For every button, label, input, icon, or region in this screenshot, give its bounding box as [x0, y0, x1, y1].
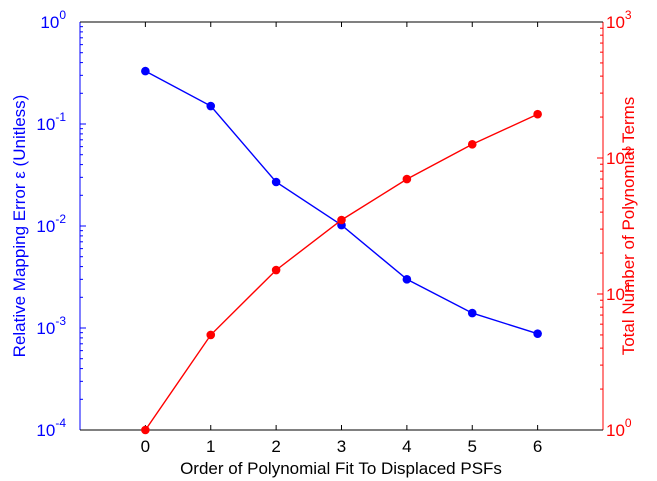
right-y-axis: 100 101 102 103: [597, 8, 632, 440]
series-0-point: [206, 101, 216, 111]
series-0-point: [467, 308, 477, 318]
x-axis: 0 1 2 3 4 5 6: [80, 21, 603, 456]
series-1-point: [206, 330, 216, 340]
series-0-point: [141, 66, 150, 76]
left-tick-label: 10-1: [36, 110, 66, 134]
left-tick-label: 10-3: [36, 314, 66, 338]
x-tick-label: 4: [402, 437, 411, 456]
right-y-axis-title: Total Number of Polynomial Terms: [619, 97, 638, 356]
left-tick-label: 10-2: [36, 212, 66, 236]
series-1-point: [337, 215, 346, 225]
left-y-axis: 10-4 10-3 10-2 10-1 100: [36, 8, 86, 440]
right-tick-label: 101: [606, 280, 632, 304]
x-tick-label: 3: [337, 437, 346, 456]
series-1-point: [271, 265, 281, 275]
right-tick-label: 100: [606, 416, 632, 440]
series-layer: [141, 66, 542, 435]
series-0-point: [533, 329, 542, 338]
series-1-point: [467, 140, 477, 149]
x-tick-label: 6: [533, 437, 542, 456]
series-1-point: [533, 109, 542, 119]
x-tick-label: 2: [271, 437, 280, 456]
right-tick-label: 103: [606, 8, 632, 32]
x-tick-label: 0: [141, 437, 150, 456]
left-tick-label: 100: [40, 8, 66, 32]
series-1-point: [402, 174, 412, 184]
series-1-point: [141, 425, 150, 435]
x-axis-title: Order of Polynomial Fit To Displaced PSF…: [180, 459, 502, 478]
left-tick-label: 10-4: [36, 416, 66, 440]
series-0-point: [271, 177, 281, 187]
x-tick-label: 1: [206, 437, 215, 456]
x-tick-label: 5: [468, 437, 477, 456]
left-y-axis-title: Relative Mapping Error ε (Unitless): [10, 95, 29, 358]
right-tick-label: 102: [606, 144, 632, 168]
series-0-point: [402, 275, 412, 284]
